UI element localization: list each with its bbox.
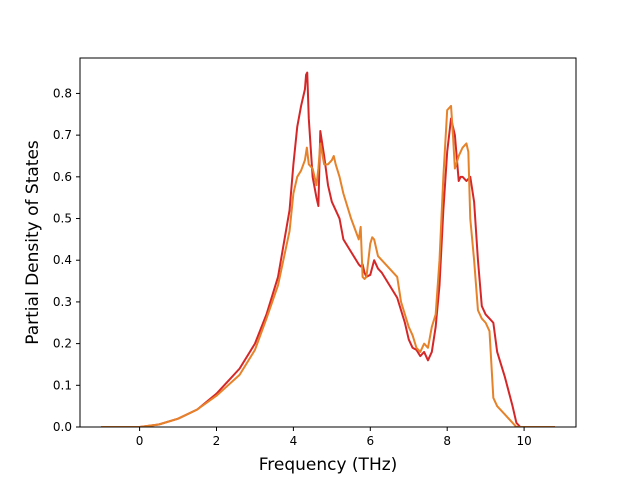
y-tick-label: 0.7 (53, 128, 72, 142)
plot-frame (79, 57, 577, 428)
y-tick-label: 0.6 (53, 170, 72, 184)
y-axis-ticks: 0.0 0.1 0.2 0.3 0.4 0.5 0.6 0.7 0.8 (53, 86, 80, 434)
y-tick-label: 0.0 (53, 420, 72, 434)
y-tick-label: 0.5 (53, 212, 72, 226)
x-tick-label: 10 (516, 434, 531, 448)
x-tick-label: 8 (443, 434, 451, 448)
x-axis-label: Frequency (THz) (259, 455, 398, 475)
y-tick-label: 0.8 (53, 86, 72, 100)
y-tick-label: 0.3 (53, 295, 72, 309)
x-axis-ticks: 0 2 4 6 8 10 (136, 427, 532, 448)
x-tick-label: 2 (213, 434, 221, 448)
y-tick-label: 0.4 (53, 253, 72, 267)
x-tick-label: 6 (366, 434, 374, 448)
y-axis-label: Partial Density of States (23, 140, 43, 345)
series-layer (101, 71, 555, 427)
x-tick-label: 4 (290, 434, 298, 448)
series-line-2 (101, 104, 555, 427)
series-line-1 (101, 71, 555, 427)
y-tick-label: 0.1 (53, 378, 72, 392)
x-tick-label: 0 (136, 434, 144, 448)
y-tick-label: 0.2 (53, 337, 72, 351)
